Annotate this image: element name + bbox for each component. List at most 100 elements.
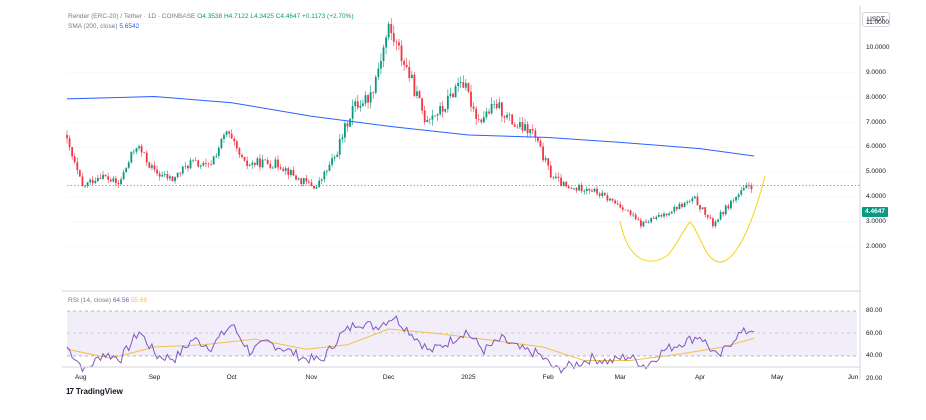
rsi-line <box>66 315 755 374</box>
price-tick-label: 6.0000 <box>866 143 886 151</box>
candle <box>346 121 349 132</box>
candle <box>320 178 323 185</box>
candle <box>212 155 215 165</box>
time-tick-label: Aug <box>74 374 87 381</box>
candle <box>117 179 120 188</box>
candle <box>246 156 249 170</box>
candle <box>508 112 511 121</box>
candle <box>557 172 560 182</box>
candle <box>650 217 653 224</box>
candle <box>76 157 79 175</box>
sma-label: SMA (200, close) <box>68 23 118 30</box>
candle <box>364 91 367 107</box>
candle <box>436 113 439 122</box>
candle <box>609 197 611 202</box>
cup-and-handle-curve <box>619 175 766 263</box>
candle <box>660 213 663 218</box>
candle <box>81 172 84 187</box>
candle <box>292 166 295 177</box>
candle <box>382 44 385 68</box>
candle <box>560 173 562 187</box>
candle <box>735 196 737 203</box>
candle <box>691 195 694 204</box>
candle <box>416 85 418 99</box>
candle <box>500 101 503 122</box>
rsi-band-fill <box>67 311 857 356</box>
rsi-tick-label: 60.00 <box>866 329 883 337</box>
time-tick-label: Sep <box>148 374 161 381</box>
candle <box>701 207 704 210</box>
candle <box>99 173 102 180</box>
candle <box>112 175 115 183</box>
candle <box>266 157 269 165</box>
candle <box>565 180 568 188</box>
candle <box>629 209 632 217</box>
candle <box>89 177 92 186</box>
candle <box>518 117 521 129</box>
candle <box>96 174 99 183</box>
candle <box>243 156 246 162</box>
candle <box>241 153 243 159</box>
candle <box>230 129 233 139</box>
candle <box>580 182 583 194</box>
candle <box>256 156 259 167</box>
candle <box>583 188 586 195</box>
candle <box>341 133 344 143</box>
price-tick-label: 7.0000 <box>866 118 886 126</box>
candle <box>153 161 156 173</box>
candle <box>66 130 68 144</box>
candle <box>202 160 205 167</box>
candle <box>161 171 164 177</box>
candle <box>488 108 490 115</box>
candle <box>511 113 514 125</box>
candle <box>493 99 496 110</box>
candle <box>727 203 730 210</box>
candle <box>547 157 550 170</box>
candle <box>534 128 537 142</box>
candle <box>472 102 475 113</box>
price-tick-label: 5.0000 <box>866 168 886 176</box>
candle <box>233 136 236 147</box>
candle <box>668 211 671 216</box>
price-tick-label: 9.0000 <box>866 68 886 76</box>
candle <box>189 157 192 170</box>
candle <box>681 202 683 209</box>
candle <box>109 177 112 183</box>
candle <box>174 176 176 184</box>
candle <box>634 212 637 221</box>
candle <box>228 130 231 138</box>
candle <box>369 85 372 109</box>
candle <box>349 118 351 128</box>
candle <box>181 166 184 176</box>
candle <box>179 171 182 178</box>
candle <box>94 177 97 184</box>
price-tick-label: 4.0000 <box>866 193 886 201</box>
candle <box>624 209 627 211</box>
candle <box>390 18 393 41</box>
candle <box>354 98 357 113</box>
candle <box>135 147 138 155</box>
candle <box>627 209 629 213</box>
candle <box>372 91 375 99</box>
candle <box>452 92 454 98</box>
candle <box>313 185 315 190</box>
candle <box>526 121 529 138</box>
candle <box>225 130 228 137</box>
candle <box>331 153 333 168</box>
candle <box>663 211 665 219</box>
candle <box>717 218 719 223</box>
tradingview-logo[interactable]: 17 TradingView <box>66 387 123 396</box>
candle <box>740 186 743 197</box>
candle <box>300 178 303 187</box>
candle <box>598 191 601 199</box>
currency-button[interactable]: USDT <box>862 12 890 27</box>
candle <box>480 118 483 125</box>
candle <box>706 214 709 220</box>
candle <box>428 117 431 125</box>
candle <box>711 217 714 229</box>
candle <box>344 121 346 143</box>
candle <box>338 134 341 159</box>
candle <box>73 152 76 164</box>
candle <box>259 154 261 171</box>
